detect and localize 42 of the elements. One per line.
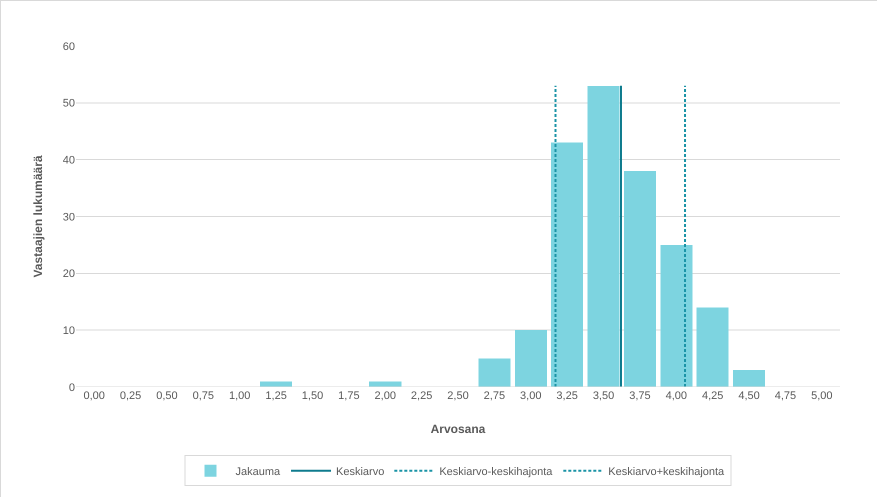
x-tick-label: 3,50 — [592, 390, 614, 402]
legend-label: Jakauma — [236, 466, 282, 478]
x-tick-label: 2,75 — [484, 390, 506, 402]
y-tick-label: 10 — [62, 325, 75, 338]
x-tick-label: 0,75 — [192, 390, 214, 402]
x-tick-label: 4,00 — [666, 390, 687, 402]
bar — [733, 370, 766, 387]
bar — [478, 358, 510, 387]
bar — [660, 244, 692, 387]
x-tick-label: 1,50 — [302, 390, 324, 402]
x-tick-label: 1,75 — [338, 390, 360, 402]
y-tick-label: 0 — [68, 382, 75, 394]
legend-label: Keskiarvo-keskihajonta — [439, 466, 554, 478]
x-tick-label: 5,00 — [811, 390, 833, 402]
bar — [514, 330, 547, 387]
x-tick-label: 4,75 — [774, 390, 796, 402]
y-tick-label: 20 — [62, 268, 75, 280]
y-tick-label: 50 — [62, 98, 75, 110]
x-tick-label: 1,25 — [265, 390, 287, 402]
x-tick-label: 0,00 — [83, 390, 105, 402]
x-tick-label: 0,25 — [120, 390, 142, 402]
legend-label: Keskiarvo+keskihajonta — [608, 466, 726, 478]
bar — [696, 307, 729, 387]
x-tick-label: 4,25 — [702, 390, 724, 402]
x-tick-label: 3,75 — [629, 390, 651, 402]
x-tick-label: 4,50 — [738, 390, 760, 402]
y-tick-label: 60 — [62, 40, 75, 53]
y-tick-label: 40 — [62, 154, 75, 167]
x-tick-label: 3,25 — [556, 390, 578, 402]
y-axis-title: Vastaajien lukumäärä — [31, 155, 45, 278]
legend-label: Keskiarvo — [336, 466, 384, 478]
bar — [624, 171, 656, 387]
x-tick-label: 2,00 — [374, 390, 396, 402]
bar — [551, 142, 584, 387]
x-tick-label: 2,50 — [447, 390, 469, 402]
x-tick-label: 1,00 — [229, 390, 250, 402]
x-tick-label: 2,25 — [410, 390, 432, 402]
x-tick-label: 0,50 — [156, 390, 178, 402]
y-tick-label: 30 — [62, 211, 75, 224]
x-axis-title: Arvosana — [430, 422, 486, 436]
x-tick-label: 3,00 — [520, 390, 542, 402]
bar — [588, 86, 620, 387]
